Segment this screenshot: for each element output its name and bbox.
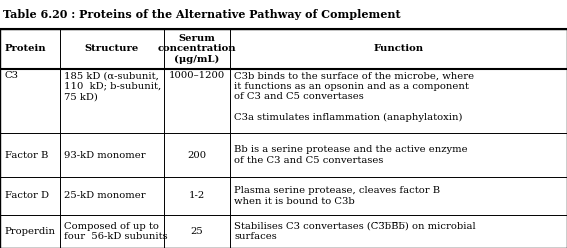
Text: 93-kD monomer: 93-kD monomer [64,151,146,159]
Text: C3b binds to the surface of the microbe, where
it functions as an opsonin and as: C3b binds to the surface of the microbe,… [234,71,475,122]
Text: Factor B: Factor B [5,151,48,159]
Text: 1000–1200: 1000–1200 [169,71,225,80]
Text: 1-2: 1-2 [189,191,205,200]
Text: Composed of up to
four  56-kD subunits: Composed of up to four 56-kD subunits [64,221,168,241]
Text: C3: C3 [5,71,19,80]
Text: 25: 25 [191,227,204,236]
Text: Function: Function [373,44,424,54]
Text: Properdin: Properdin [5,227,56,236]
Bar [0,29,567,248]
Text: Serum
concentration
(μg/mL): Serum concentration (μg/mL) [158,34,236,64]
Text: Bb is a serine protease and the active enzyme
of the C3 and C5 convertases: Bb is a serine protease and the active e… [234,145,468,165]
Text: Factor D: Factor D [5,191,49,200]
Text: 185 kD (α-subunit,
110  kD; b-subunit,
75 kD): 185 kD (α-subunit, 110 kD; b-subunit, 75… [64,71,162,101]
Text: Table 6.20 : Proteins of the Alternative Pathway of Complement: Table 6.20 : Proteins of the Alternative… [3,9,400,20]
Text: Plasma serine protease, cleaves factor B
when it is bound to C3b: Plasma serine protease, cleaves factor B… [234,186,441,206]
Text: Structure: Structure [85,44,139,54]
Text: 200: 200 [188,151,206,159]
Text: Protein: Protein [5,44,46,54]
Text: Stabilises C3 convertases (C̅3̅b̅B̅b̅) on microbial
surfaces: Stabilises C3 convertases (C̅3̅b̅B̅b̅) o… [234,221,476,241]
Text: 25-kD monomer: 25-kD monomer [64,191,146,200]
